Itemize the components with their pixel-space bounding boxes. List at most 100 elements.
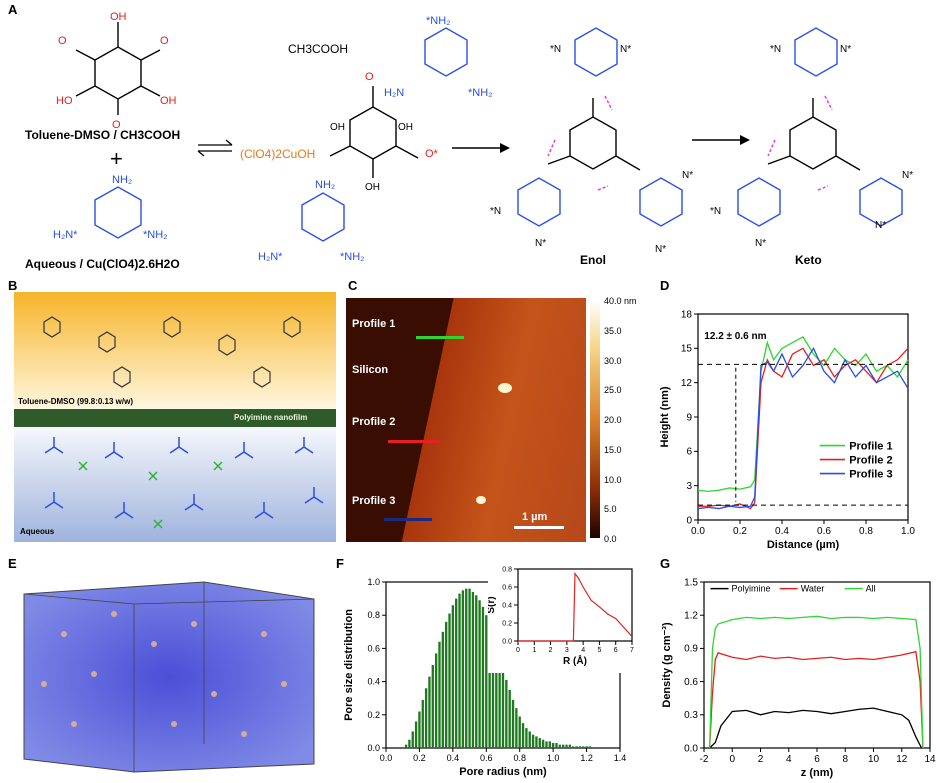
x-tick-label: -2	[700, 754, 709, 765]
histogram-bar	[488, 625, 491, 748]
x-tick-label: 0.2	[413, 753, 426, 763]
profile1-label: Profile 1	[352, 318, 396, 330]
profile2-line	[388, 440, 440, 443]
x-tick-label: 6	[814, 754, 820, 765]
histogram-bar	[558, 744, 561, 748]
panel-f-label: F	[336, 556, 344, 571]
x-tick-label: 5	[597, 647, 601, 654]
y-tick-label: 0.6	[367, 643, 380, 653]
svg-text:O: O	[112, 119, 121, 131]
x-tick-label: 4	[581, 647, 585, 654]
x-tick-label: 0	[516, 647, 520, 654]
legend-entry: Profile 2	[849, 455, 892, 467]
histogram-bar	[451, 605, 455, 748]
profile1-line	[416, 336, 464, 339]
scalebar-label: 1 µm	[522, 511, 548, 523]
y-tick-label: 0.0	[684, 743, 698, 754]
svg-text:N*: N*	[682, 170, 693, 181]
histogram-bar	[414, 721, 418, 748]
histogram-bar	[408, 739, 411, 748]
histogram-bar	[498, 656, 501, 748]
series-line-profile-3	[697, 346, 909, 510]
svg-text:H₂N*: H₂N*	[53, 229, 78, 241]
histogram-bar	[511, 699, 515, 748]
svg-text:OH: OH	[398, 122, 413, 133]
x-tick-label: 3	[565, 647, 569, 654]
series-line-all	[709, 615, 924, 749]
colorbar-tick: 10.0	[604, 474, 622, 485]
svg-text:O*: O*	[425, 148, 439, 160]
svg-text:N*: N*	[902, 170, 913, 181]
legend-entry: All	[866, 584, 876, 594]
svg-text:N*: N*	[840, 44, 851, 55]
x-axis-label: R (Å)	[563, 654, 587, 667]
histogram-bar	[548, 741, 551, 748]
legend-entry: Profile 3	[849, 469, 892, 481]
histogram-bar	[508, 689, 511, 748]
profile3-label: Profile 3	[352, 495, 396, 507]
y-axis-label: Density (g cm⁻³)	[661, 622, 673, 708]
chart-d: 0.0 0.2 0.4 0.6 0.8 1.0 0 3 6 9 12 15 18 Distance (µm…	[660, 309, 915, 551]
x-tick-label: 0.6	[817, 526, 831, 537]
x-axis-label: Distance (µm)	[767, 539, 840, 551]
legend-entry: Polyimine	[731, 584, 770, 594]
x-tick-label: 10	[868, 754, 880, 765]
svg-text:N*: N*	[875, 220, 886, 231]
x-axis-label: z (nm)	[801, 767, 834, 779]
svg-text:OH: OH	[330, 122, 345, 133]
x-tick-label: 4	[786, 754, 792, 765]
plus-sign: +	[110, 146, 123, 171]
molecule-sketches	[43, 316, 324, 529]
histogram-bar	[471, 591, 475, 748]
reactant2-caption: Aqueous / Cu(ClO4)2.6H2O	[25, 257, 180, 271]
y-tick-label: 0	[686, 515, 692, 526]
series-line-polyimine	[709, 707, 923, 749]
x-tick-label: 2	[758, 754, 764, 765]
svg-text:*N: *N	[550, 44, 561, 55]
histogram-bar	[531, 734, 535, 748]
svg-text:HO: HO	[56, 95, 73, 107]
afm-particle	[498, 383, 512, 393]
svg-text:NH₂: NH₂	[112, 174, 132, 186]
y-tick-label: 15	[681, 344, 693, 355]
svg-text:O: O	[58, 35, 67, 47]
x-tick-label: 6	[614, 647, 618, 654]
histogram-bar	[495, 645, 498, 748]
y-axis-label: S(r)	[488, 596, 497, 613]
svg-text:*N: *N	[770, 44, 781, 55]
histogram-bar	[521, 723, 525, 748]
histogram-bar	[575, 746, 578, 748]
series-line-profile-1	[697, 336, 909, 493]
x-tick-label: 0.2	[733, 526, 747, 537]
svg-text:*NH₂: *NH₂	[426, 15, 450, 27]
y-tick-label: 12	[681, 378, 693, 389]
x-tick-label: 0	[729, 754, 735, 765]
svg-text:OH: OH	[365, 182, 380, 193]
series-line-water	[709, 650, 924, 749]
x-tick-label: 0.8	[513, 753, 526, 763]
y-tick-label: 0.2	[502, 620, 512, 627]
histogram-bar	[501, 668, 505, 748]
x-tick-label: 0.6	[480, 753, 493, 763]
y-tick-label: 3	[686, 481, 692, 492]
x-tick-label: 1.4	[614, 753, 627, 763]
histogram-bar	[438, 641, 441, 748]
histogram-bar	[592, 747, 595, 748]
x-tick-label: 1.2	[580, 753, 593, 763]
polyimine-film	[14, 409, 336, 427]
histogram-bar	[475, 595, 478, 748]
scalebar	[514, 526, 564, 529]
svg-text:*NH₂: *NH₂	[468, 87, 492, 99]
acid-label: CH3COOH	[288, 42, 349, 56]
svg-text:N*: N*	[755, 238, 766, 249]
y-tick-label: 1.5	[684, 577, 698, 588]
histogram-bar	[535, 736, 538, 748]
histogram-bar	[551, 743, 555, 748]
x-tick-label: 0.0	[380, 753, 393, 763]
svg-text:N*: N*	[655, 244, 666, 255]
svg-text:*N: *N	[710, 206, 721, 217]
series-line-profile-2	[698, 347, 909, 510]
colorbar-tick: 5.0	[604, 504, 617, 515]
panel-a-label: A	[8, 2, 18, 17]
film-label: Polyimine nanofilm	[234, 413, 308, 422]
